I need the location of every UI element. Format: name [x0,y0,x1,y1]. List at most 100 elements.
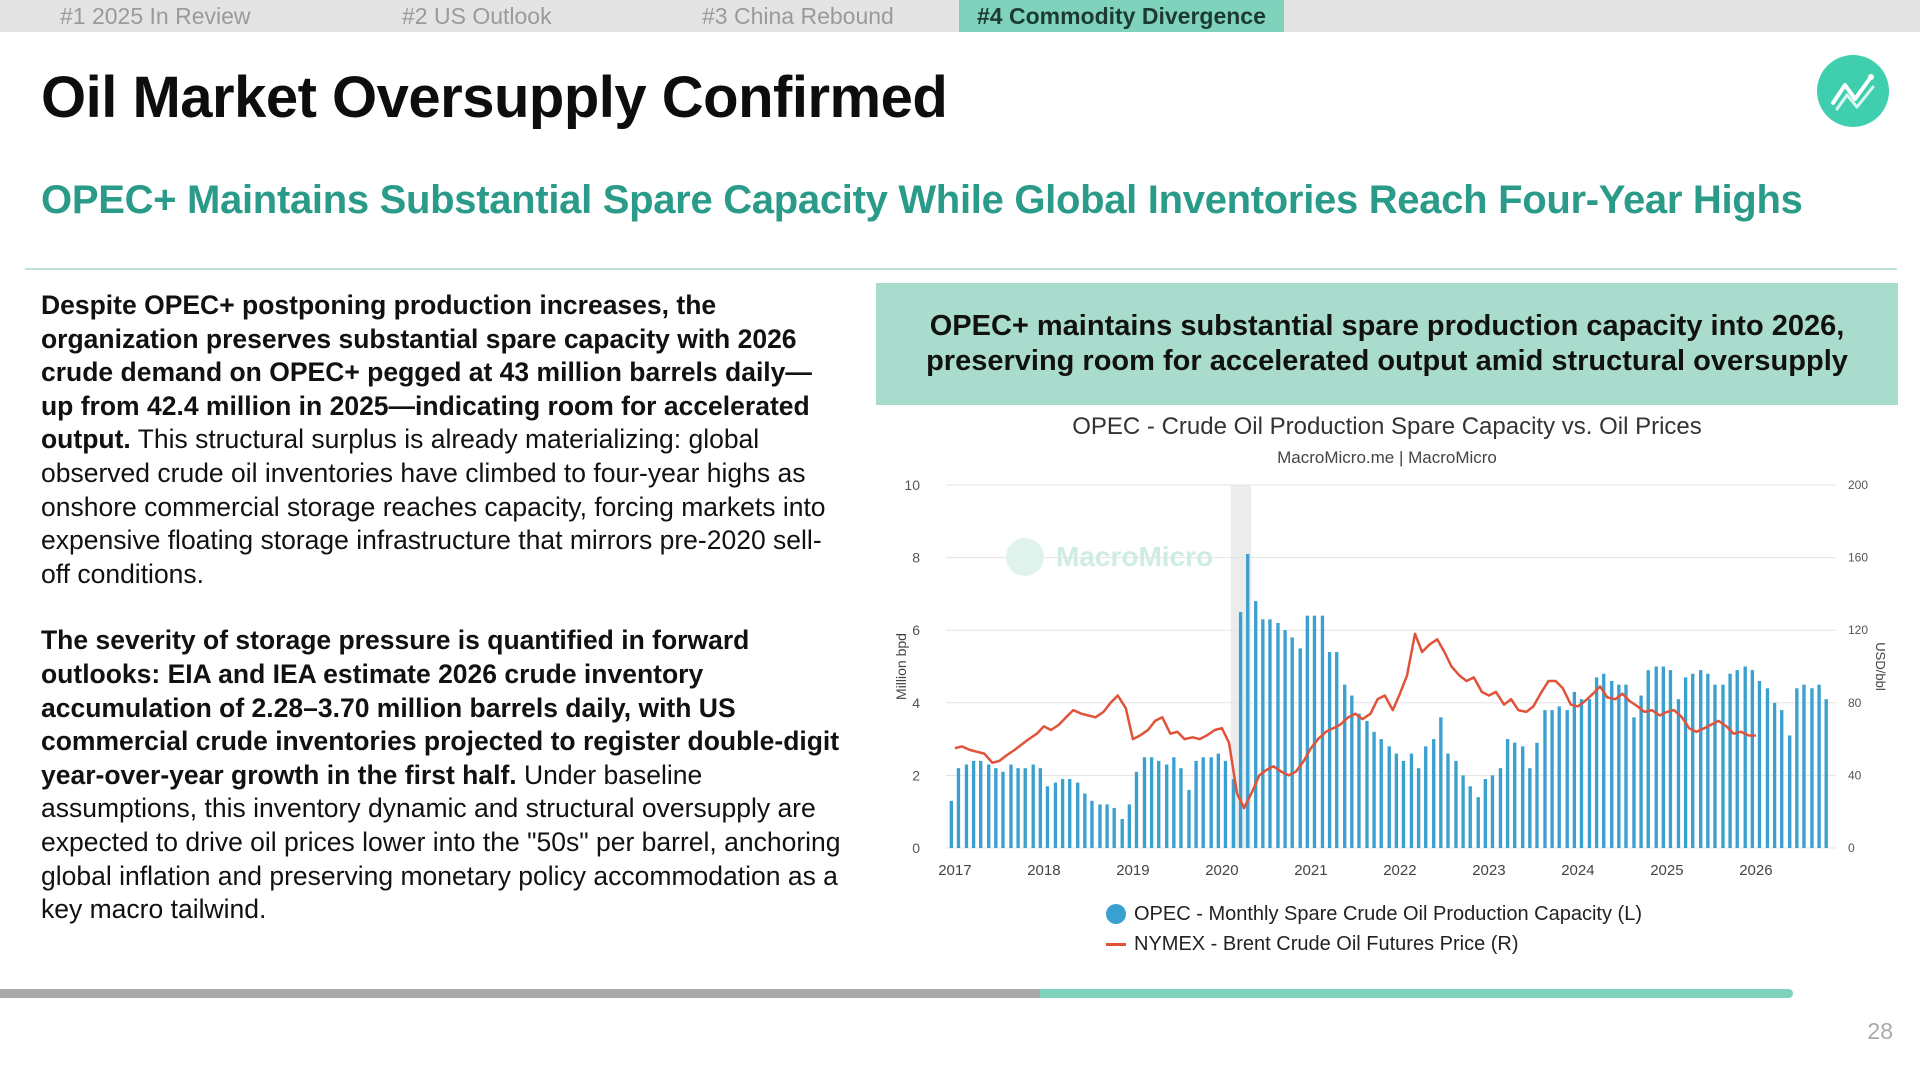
bar [1327,651,1332,848]
chart-legend: OPEC - Monthly Spare Crude Oil Productio… [1106,899,1642,959]
bar [1112,808,1116,848]
bar [1357,713,1361,848]
y-left-tick-label: 4 [912,695,920,711]
bar [1424,746,1428,848]
x-tick-label: 2025 [1650,862,1683,879]
legend-line-icon [1106,942,1126,946]
bar [1060,779,1065,848]
tab-commodity-divergence[interactable]: #4 Commodity Divergence [959,0,1284,32]
bar [1572,691,1577,848]
bar [1557,706,1561,848]
chart-line-icon [1831,74,1875,111]
bar [1127,804,1132,848]
legend-item-bars[interactable]: OPEC - Monthly Spare Crude Oil Productio… [1106,899,1642,929]
bar [1772,702,1777,848]
bar [1031,764,1035,848]
bar [1565,710,1569,848]
bar [1780,710,1784,848]
page-title: Oil Market Oversupply Confirmed [41,65,948,130]
tab-bar: #1 2025 In Review #2 US Outlook #3 China… [0,0,1920,32]
bar [1439,717,1443,848]
paragraph-2-bold: The severity of storage pressure is quan… [41,625,840,790]
logo [1817,55,1889,127]
y-left-tick-label: 2 [912,767,920,783]
bar [1810,688,1814,848]
watermark-text: MacroMicro [1056,541,1213,572]
bar [1528,768,1532,848]
bar [1683,677,1688,848]
bar [987,764,991,848]
bar [1335,651,1339,848]
paragraph-1: Despite OPEC+ postponing production incr… [41,289,841,591]
chart-source: MacroMicro.me | MacroMicro [1277,448,1497,467]
slide-progress-track [0,989,1793,998]
bar [1788,735,1792,848]
bar [1343,684,1347,848]
bar [1535,742,1539,848]
bar [1290,637,1294,848]
bar [1223,760,1228,848]
bar [1068,779,1072,848]
bar [1713,684,1717,848]
divider [25,268,1897,270]
tab-us-outlook[interactable]: #2 US Outlook [402,3,552,29]
bar [1483,779,1488,848]
bar [1209,757,1213,848]
bar [1446,753,1450,848]
bar [994,768,998,848]
bar [1142,757,1147,848]
bar [1432,739,1436,848]
bar [1750,670,1755,848]
tab-2025-in-review[interactable]: #1 2025 In Review [60,3,251,29]
bar [1105,804,1109,848]
bar [1646,670,1650,848]
bar [1268,619,1272,848]
bar [1090,800,1094,848]
bar [1098,804,1102,848]
bar [1617,684,1621,848]
bar [1246,553,1250,848]
bar [1490,775,1495,848]
page-subtitle: OPEC+ Maintains Substantial Spare Capaci… [41,178,1803,222]
bar [1394,753,1399,848]
legend-item-line[interactable]: NYMEX - Brent Crude Oil Futures Price (R… [1106,929,1642,959]
bar [1699,670,1703,848]
y-right-tick-label: 200 [1848,478,1868,492]
bar [1661,666,1666,848]
bar [1149,757,1154,848]
bar [1454,760,1458,848]
bar [964,764,969,848]
bar [979,760,983,848]
body-text: Despite OPEC+ postponing production incr… [41,289,841,960]
x-tick-label: 2021 [1294,862,1327,879]
bar [1276,622,1280,848]
bar [1668,670,1673,848]
bar [1165,764,1169,848]
bar [949,800,954,848]
bar [1550,710,1554,848]
bar [1194,760,1198,848]
bar [1824,699,1828,848]
y-right-tick-label: 0 [1848,841,1855,855]
bar [1350,695,1354,848]
bar [1706,673,1710,848]
chart-svg: 0 2 4 6 8 10 0 40 80 120 160 200 2017 2018 2019 2020 202… [893,477,1888,879]
paragraph-1-text: This structural surplus is already mater… [41,424,826,589]
bar [1817,684,1821,848]
tab-china-rebound[interactable]: #3 China Rebound [702,3,894,29]
legend-label-line: NYMEX - Brent Crude Oil Futures Price (R… [1134,932,1519,955]
callout-text: OPEC+ maintains substantial spare produc… [926,310,1848,377]
chart-panel: OPEC - Crude Oil Production Spare Capaci… [876,405,1898,985]
bar [1365,720,1369,848]
bar [1401,760,1406,848]
bar [1513,742,1517,848]
x-tick-label: 2026 [1739,862,1772,879]
bar [1372,731,1376,848]
bar [1379,739,1383,848]
bar [1179,768,1183,848]
watermark-logo-icon [1006,538,1044,576]
bar [1016,768,1020,848]
bar [1587,699,1592,848]
legend-dot-icon [1106,904,1126,924]
bar [1505,739,1510,848]
